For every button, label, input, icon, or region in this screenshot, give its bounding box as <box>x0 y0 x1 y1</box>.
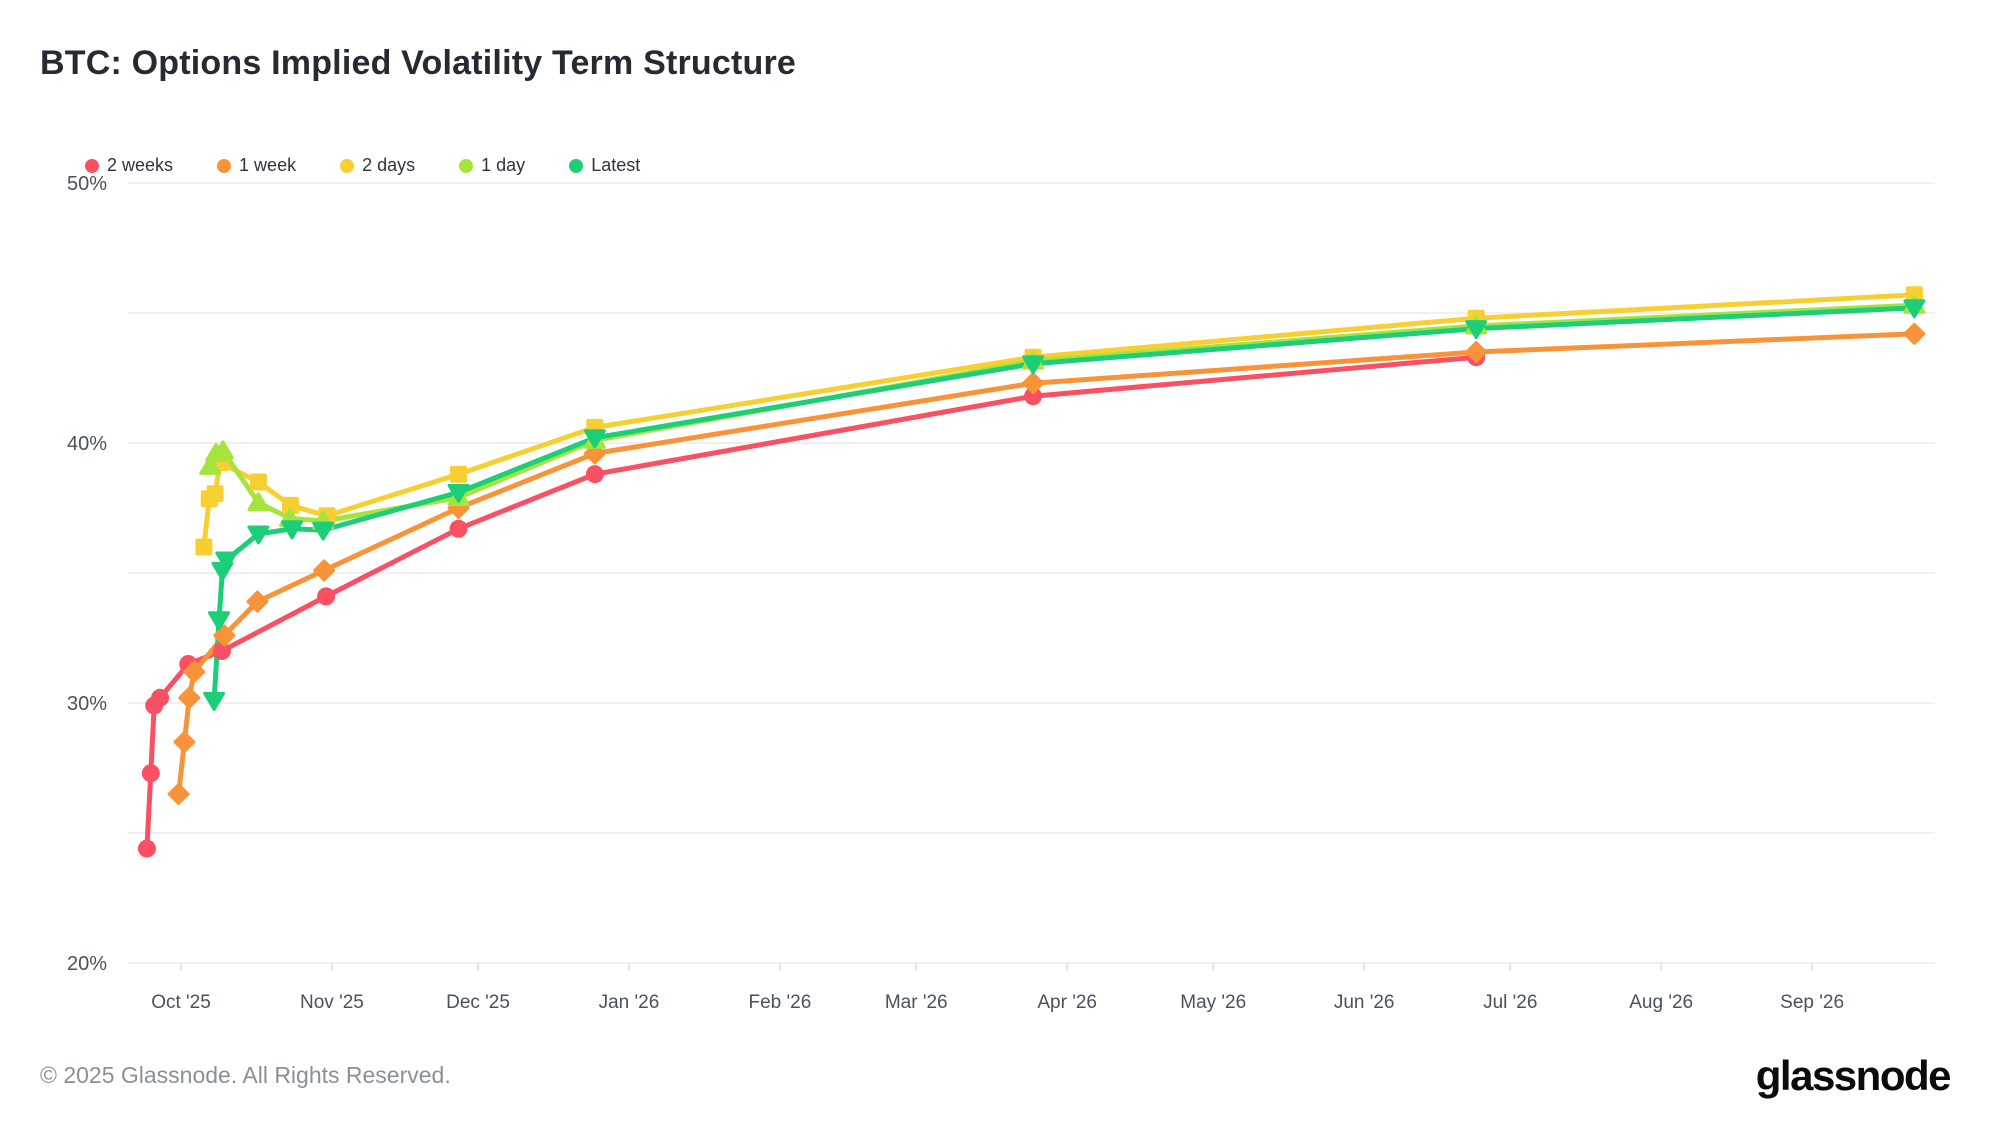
marker-1-week <box>213 624 236 647</box>
x-axis-label: Feb '26 <box>748 992 811 1013</box>
x-axis-label: Nov '25 <box>300 992 364 1013</box>
marker-1-week <box>183 660 206 683</box>
x-axis-label: Sep '26 <box>1780 992 1844 1013</box>
x-axis-label: Mar '26 <box>885 992 948 1013</box>
marker-2-weeks <box>317 587 336 606</box>
marker-1-day <box>247 492 270 512</box>
legend-label: 2 weeks <box>107 155 174 175</box>
marker-Latest <box>207 611 230 631</box>
legend-dot-icon <box>459 158 474 173</box>
legend-label: 2 days <box>362 155 416 175</box>
marker-Latest <box>583 429 606 449</box>
legend-dot-icon <box>340 158 355 173</box>
marker-2-days <box>450 465 468 483</box>
copyright-text: © 2025 Glassnode. All Rights Reserved. <box>40 1062 451 1088</box>
marker-1-day <box>199 455 222 475</box>
marker-2-weeks <box>151 688 170 707</box>
legend-item-2-weeks[interactable]: 2 weeks <box>85 155 173 176</box>
x-axis-label: Jan '26 <box>599 992 660 1013</box>
legend-item-1-day[interactable]: 1 day <box>459 155 525 176</box>
marker-2-days <box>282 496 300 514</box>
marker-2-weeks <box>212 642 231 660</box>
legend-label: 1 week <box>239 155 297 175</box>
marker-1-week <box>167 783 190 805</box>
legend-item-1-week[interactable]: 1 week <box>217 155 296 176</box>
marker-2-days <box>249 473 267 491</box>
legend-label: Latest <box>591 155 641 175</box>
marker-2-weeks <box>137 839 156 858</box>
marker-Latest <box>203 691 226 711</box>
legend-item-2-days[interactable]: 2 days <box>340 155 415 176</box>
marker-1-week <box>1903 322 1926 345</box>
y-axis-label: 50% <box>67 173 107 195</box>
legend-dot-icon <box>85 158 99 173</box>
marker-1-week <box>313 559 336 582</box>
glassnode-logo: glassnode <box>1755 1052 1952 1099</box>
marker-2-days <box>195 538 213 556</box>
legend-dot-icon <box>569 158 584 173</box>
marker-Latest <box>247 525 270 545</box>
marker-1-week <box>1022 372 1045 395</box>
chart-title: BTC: Options Implied Volatility Term Str… <box>40 44 797 82</box>
x-axis-label: Aug '26 <box>1629 992 1693 1013</box>
marker-1-week <box>178 686 201 709</box>
x-axis-label: May '26 <box>1180 992 1246 1013</box>
marker-1-week <box>173 731 196 753</box>
marker-Latest <box>281 520 304 540</box>
marker-Latest <box>215 551 238 571</box>
marker-Latest <box>1022 355 1045 375</box>
marker-Latest <box>447 483 470 503</box>
marker-2-weeks <box>449 519 468 538</box>
x-axis-label: Oct '25 <box>151 992 211 1013</box>
marker-2-weeks <box>1024 387 1043 406</box>
series-line-1-week <box>176 331 1917 797</box>
marker-Latest <box>312 521 335 541</box>
legend: 2 weeks 1 week 2 days 1 day Latest <box>85 155 640 176</box>
marker-Latest <box>1903 299 1926 319</box>
x-axis-label: Apr '26 <box>1037 992 1097 1013</box>
x-axis-label: Jul '26 <box>1483 992 1537 1013</box>
x-axis-label: Jun '26 <box>1334 992 1395 1013</box>
series-line-2-weeks <box>144 354 1479 852</box>
marker-2-weeks <box>585 465 604 484</box>
marker-1-week <box>246 590 269 613</box>
y-axis-label: 30% <box>67 693 107 715</box>
y-axis-label: 20% <box>67 953 107 975</box>
legend-item-Latest[interactable]: Latest <box>569 155 640 176</box>
y-axis-label: 40% <box>67 433 107 455</box>
legend-label: 1 day <box>481 155 526 175</box>
legend-dot-icon <box>217 158 232 173</box>
marker-1-day <box>211 440 234 460</box>
marker-2-days <box>206 485 224 503</box>
marker-1-week <box>1465 341 1488 363</box>
marker-2-weeks <box>141 764 160 783</box>
x-axis-label: Dec '25 <box>446 992 510 1013</box>
marker-Latest <box>1465 320 1488 340</box>
